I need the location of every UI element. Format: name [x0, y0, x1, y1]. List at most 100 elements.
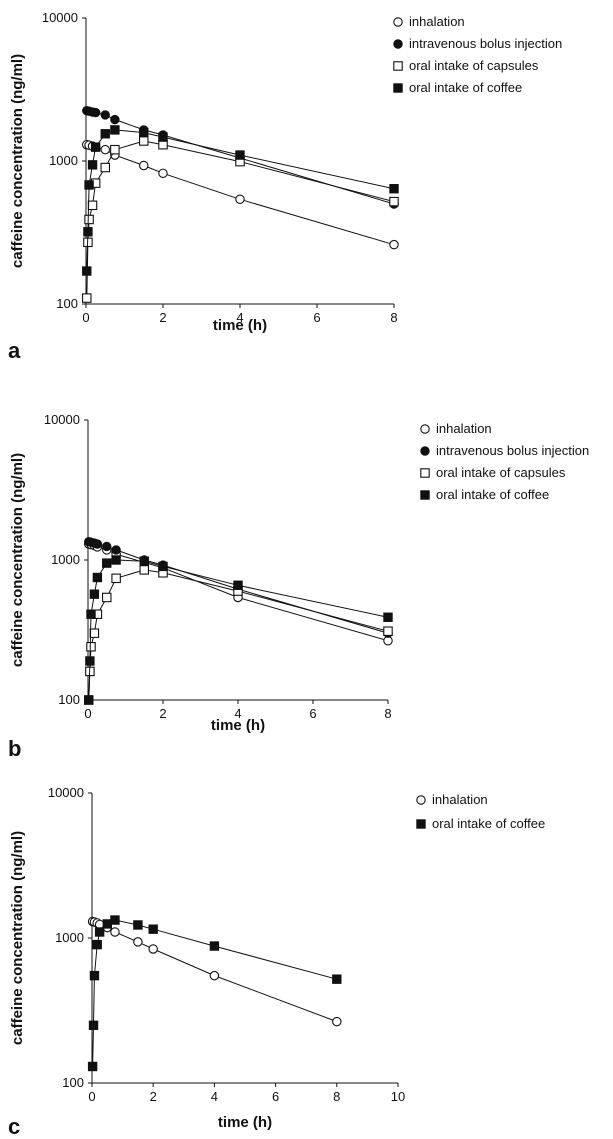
data-point: [102, 919, 112, 929]
legend-entry: inhalation: [409, 14, 465, 29]
legend-entry: oral intake of capsules: [409, 58, 539, 73]
chart-panel-b: 100 1000 10000 0 2 4 6 8 time (h) caffeine concen…: [8, 412, 589, 761]
data-point: [148, 944, 158, 954]
data-point: [158, 168, 168, 179]
data-point: [209, 970, 220, 981]
series-oral-intake-of-coffee: [87, 915, 342, 1072]
data-point: [83, 227, 93, 237]
legend-entry: inhalation: [432, 792, 488, 807]
data-point: [235, 194, 245, 205]
data-point: [92, 939, 102, 950]
x-tick-label: 6: [272, 1089, 279, 1104]
data-point: [139, 565, 150, 575]
data-point: [209, 941, 220, 951]
data-point: [133, 937, 143, 947]
data-point: [88, 1020, 99, 1030]
chart-panel-a: 100 1000 10000 0 2 4 6 8 time (h) caffeine concen…: [8, 10, 562, 363]
data-point: [110, 915, 120, 925]
data-point: [389, 196, 399, 207]
x-tick-label: 6: [313, 310, 320, 325]
x-tick-label: 2: [159, 310, 166, 325]
data-point: [100, 110, 110, 120]
data-point: [332, 974, 342, 984]
data-point: [90, 142, 101, 152]
x-tick-label: 0: [84, 706, 91, 721]
data-point: [110, 144, 120, 155]
data-point: [235, 150, 245, 160]
x-axis-label: time (h): [218, 1114, 272, 1131]
data-point: [89, 628, 100, 638]
legend-marker: [393, 17, 403, 27]
data-point: [110, 125, 120, 135]
legend-marker: [420, 490, 430, 500]
legend-entry: oral intake of coffee: [436, 487, 549, 502]
data-point: [82, 266, 92, 276]
legend-marker: [393, 83, 403, 93]
data-point: [89, 589, 100, 599]
series-inhalation: [87, 916, 342, 1027]
data-point: [84, 695, 94, 705]
series-oral-intake-of-coffee: [84, 555, 393, 705]
y-tick-label: 1000: [51, 552, 80, 567]
data-point: [148, 924, 158, 934]
data-point: [85, 656, 95, 666]
y-tick-label: 100: [58, 692, 80, 707]
data-point: [383, 626, 393, 636]
x-tick-label: 8: [333, 1089, 340, 1104]
legend-entry: intravenous bolus injection: [436, 443, 589, 458]
data-point: [92, 539, 103, 549]
data-point: [389, 184, 399, 194]
legend-entry: oral intake of coffee: [432, 816, 545, 831]
data-point: [383, 612, 393, 622]
legend-marker: [416, 795, 426, 805]
series-oral-intake-of-coffee: [82, 125, 399, 276]
legend: inhalation oral intake of coffee: [416, 792, 545, 831]
x-tick-label: 2: [150, 1089, 157, 1104]
legend-entry: oral intake of capsules: [436, 465, 566, 480]
data-point: [84, 180, 94, 190]
legend-entry: oral intake of coffee: [409, 80, 522, 95]
data-point: [94, 927, 105, 937]
data-point: [332, 1016, 342, 1027]
panel-letter: c: [8, 1114, 20, 1139]
data-point: [139, 160, 149, 171]
data-point: [100, 144, 111, 155]
data-point: [87, 160, 98, 170]
data-point: [87, 1061, 98, 1072]
legend-marker: [420, 446, 430, 456]
data-point: [133, 920, 143, 930]
data-point: [100, 129, 110, 139]
data-point: [139, 127, 149, 138]
x-tick-label: 2: [159, 706, 166, 721]
data-point: [110, 927, 120, 937]
x-tick-label: 8: [390, 310, 397, 325]
data-point: [233, 580, 243, 590]
y-tick-label: 10000: [42, 10, 78, 25]
data-point: [87, 200, 98, 211]
data-point: [139, 556, 149, 566]
data-point: [158, 561, 168, 572]
data-point: [111, 555, 121, 565]
data-point: [110, 114, 120, 125]
panel-letter: a: [8, 338, 21, 363]
y-tick-label: 10000: [48, 785, 84, 800]
legend: inhalation intravenous bolus injection ora…: [420, 421, 589, 502]
y-tick-label: 100: [62, 1075, 84, 1090]
legend-marker: [393, 39, 403, 49]
y-tick-label: 100: [56, 296, 78, 311]
legend: inhalation intravenous bolus injection ora…: [393, 14, 562, 95]
data-point: [89, 970, 100, 981]
data-point: [92, 572, 103, 583]
legend-marker: [416, 819, 426, 829]
legend-marker: [393, 61, 403, 71]
data-point: [158, 132, 168, 142]
x-tick-label: 4: [236, 310, 243, 325]
y-tick-label: 10000: [44, 412, 80, 427]
data-point: [82, 293, 92, 303]
y-axis-label: caffeine concentration (ng/ml): [9, 831, 26, 1045]
y-axis-label: caffeine concentration (ng/ml): [9, 453, 26, 667]
data-point: [111, 573, 121, 584]
x-tick-label: 0: [82, 310, 89, 325]
legend-entry: inhalation: [436, 421, 492, 436]
